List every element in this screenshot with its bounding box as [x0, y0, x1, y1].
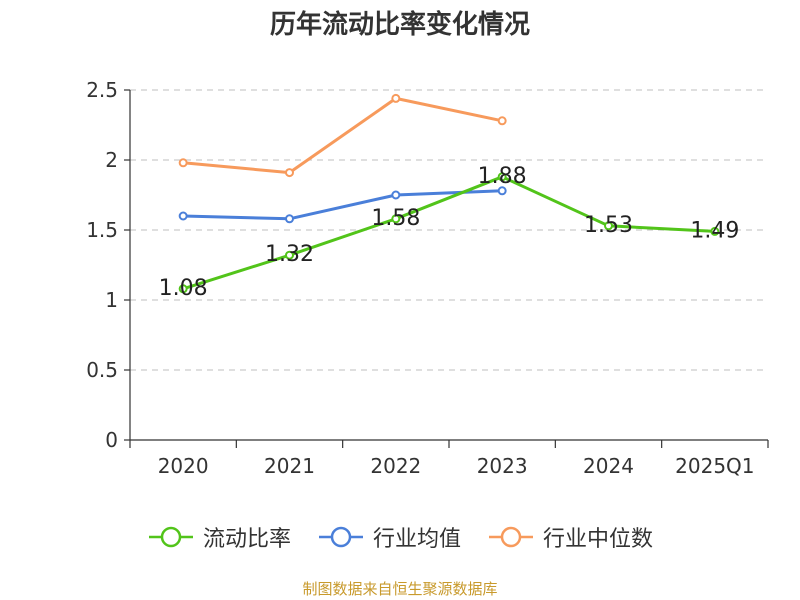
x-tick-label: 2021 [264, 454, 315, 478]
data-label: 1.32 [265, 242, 314, 267]
legend-label: 行业中位数 [543, 527, 654, 552]
legend-swatch-marker [160, 526, 182, 548]
data-label: 1.49 [690, 218, 739, 243]
x-tick-label: 2024 [583, 454, 634, 478]
data-point-0 [710, 226, 720, 236]
chart-plot: 0 0.5 1 1.5 2 2.5 2020 2021 2022 2023 2024 2025Q1 1… [86, 78, 769, 478]
source-note: 制图数据来自恒生聚源数据库 [302, 580, 498, 598]
data-point-1 [178, 211, 188, 221]
data-point-2 [391, 93, 401, 103]
y-tick-label: 0 [105, 428, 118, 452]
y-tick-label: 2 [105, 148, 118, 172]
data-point-1 [497, 186, 507, 196]
data-point-2 [178, 158, 188, 168]
x-tick-label: 2020 [158, 454, 209, 478]
data-point-0 [285, 250, 294, 260]
data-label: 1.53 [584, 213, 633, 238]
legend-swatch-marker [500, 526, 522, 548]
grid-lines [130, 89, 768, 371]
legend-swatch [318, 526, 363, 548]
data-label: 1.58 [371, 206, 420, 231]
y-tick-label: 1.5 [86, 218, 118, 242]
data-point-1 [391, 190, 401, 200]
axes: 0 0.5 1 1.5 2 2.5 2020 2021 2022 2023 2024 2025Q1 [86, 78, 769, 478]
legend-item[interactable]: 行业中位数 [487, 521, 653, 553]
series-line-0 [182, 175, 715, 291]
data-label: 1.08 [159, 276, 208, 301]
data-label: 1.88 [478, 164, 527, 189]
legend-swatch-marker [330, 526, 352, 548]
data-point-1 [285, 214, 294, 224]
legend-item[interactable]: 行业均值 [317, 521, 461, 553]
series-line-1 [183, 189, 503, 221]
data-point-2 [497, 116, 507, 126]
series-lines [178, 93, 720, 294]
legend-label: 流动比率 [202, 527, 291, 552]
data-labels: 1.08 1.32 1.58 1.88 1.53 1.49 [159, 164, 740, 301]
series-line-2 [183, 96, 503, 175]
data-point-2 [285, 168, 294, 178]
x-tick-label: 2025Q1 [675, 454, 754, 478]
y-tick-label: 1 [105, 288, 118, 312]
y-tick-label: 2.5 [86, 78, 118, 102]
x-tick-label: 2023 [477, 454, 528, 478]
legend-item[interactable]: 流动比率 [147, 521, 291, 553]
legend: 流动比率 行业均值 行业中位数 [0, 519, 800, 555]
data-point-0 [178, 284, 188, 294]
legend-label: 行业均值 [372, 527, 461, 552]
chart-title: 历年流动比率变化情况 [269, 10, 530, 40]
legend-swatch [148, 526, 193, 548]
data-point-0 [604, 221, 613, 231]
legend-swatch [489, 526, 533, 548]
y-tick-label: 0.5 [86, 358, 118, 382]
data-point-0 [391, 214, 401, 224]
x-tick-label: 2022 [370, 454, 421, 478]
data-point-0 [497, 172, 507, 182]
